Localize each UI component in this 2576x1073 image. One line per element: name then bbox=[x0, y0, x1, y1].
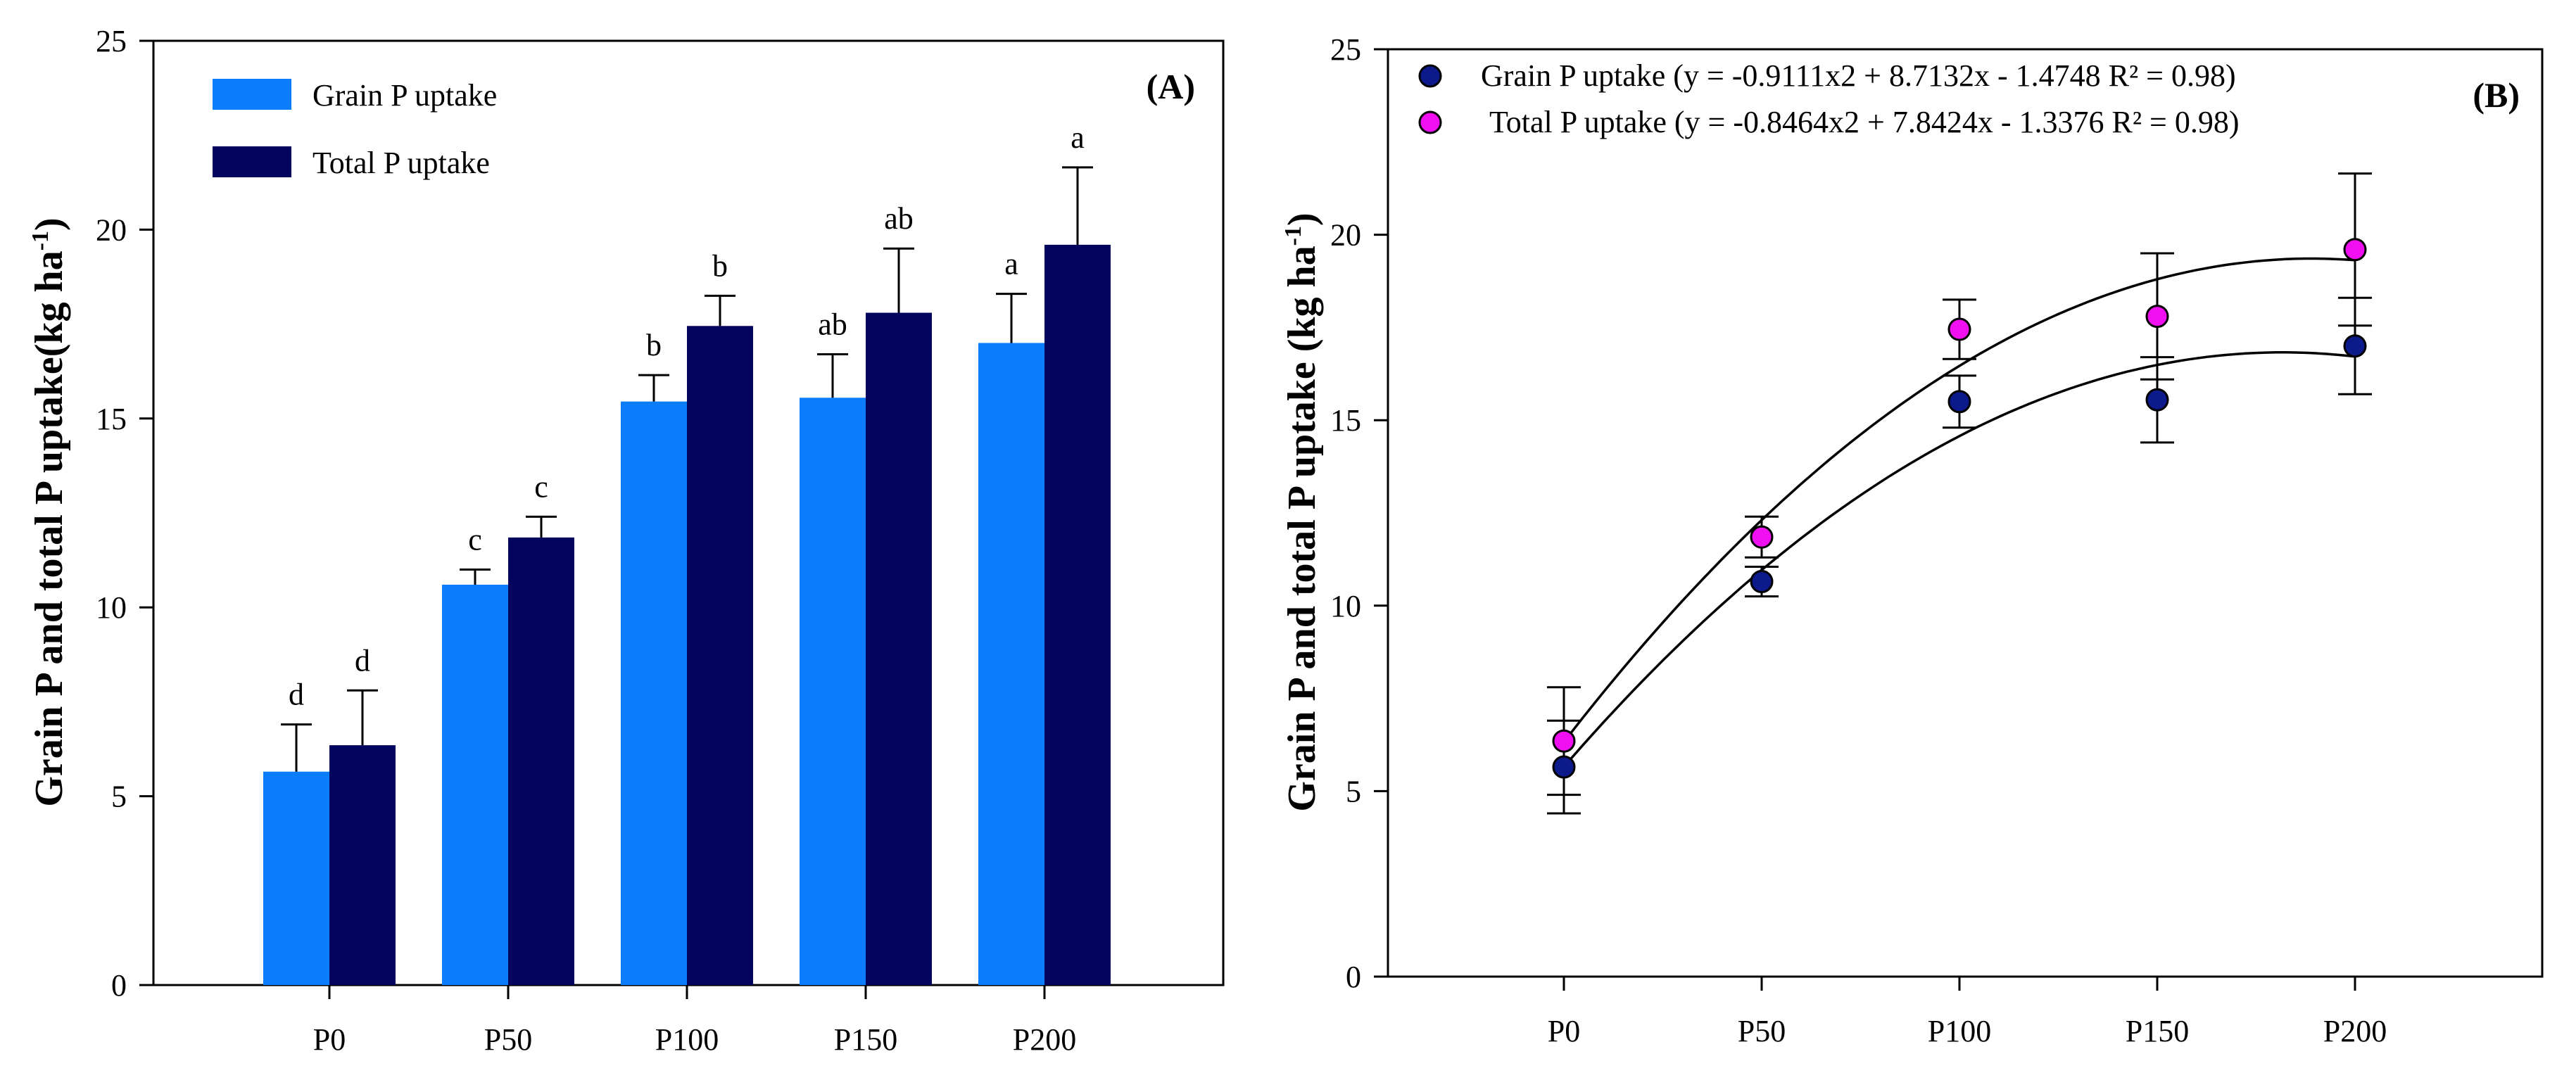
x-tick-label: P200 bbox=[2323, 1014, 2387, 1048]
panel-a-label: (A) bbox=[1147, 67, 1195, 106]
bar bbox=[800, 398, 866, 985]
data-point bbox=[2145, 305, 2169, 329]
significance-letter: d bbox=[355, 643, 370, 678]
legend-marker-total bbox=[1418, 110, 1442, 134]
x-tick-label: P0 bbox=[313, 1022, 346, 1057]
y-tick-label: 5 bbox=[1346, 774, 1361, 808]
significance-letter: c bbox=[534, 469, 548, 504]
panel-b-y-title-close: ) bbox=[1280, 212, 1324, 226]
legend-swatch-grain bbox=[213, 79, 291, 110]
bar bbox=[978, 343, 1044, 985]
y-tick-label: 15 bbox=[96, 402, 127, 436]
y-tick-label: 10 bbox=[96, 590, 127, 625]
significance-letter: a bbox=[1071, 120, 1085, 155]
panel-a-y-title-close: ) bbox=[27, 217, 71, 231]
panel-b-frame bbox=[1387, 48, 2544, 978]
panel-a-y-title-main: Grain P and total P uptake(kg ha bbox=[27, 250, 71, 806]
legend-label-total-fit: Total P uptake (y = -0.8464x2 + 7.8424x … bbox=[1489, 105, 2240, 139]
y-tick-label: 20 bbox=[96, 212, 127, 247]
panel-b-points bbox=[1552, 238, 2367, 779]
x-tick-label: P50 bbox=[484, 1022, 532, 1057]
data-point bbox=[1750, 525, 1774, 549]
panel-a-bar-chart: 0 5 10 15 20 25 P0 P50 P100 P150 P200 d d c c b b ab ab a… bbox=[27, 24, 1225, 1057]
panel-b-scatter-chart: 0 5 10 15 20 25 P0 P50 P100 P150 P200 Grain P upt… bbox=[1280, 32, 2544, 1048]
panel-b-fit-curves bbox=[1562, 257, 2356, 768]
y-tick-label: 5 bbox=[111, 780, 127, 814]
bar bbox=[263, 771, 329, 985]
legend-label-grain-fit: Grain P uptake (y = -0.9111x2 + 8.7132x … bbox=[1481, 58, 2236, 93]
y-tick-label: 0 bbox=[111, 968, 127, 1003]
x-tick-label: P100 bbox=[1928, 1014, 1991, 1048]
significance-letter: c bbox=[468, 523, 482, 557]
data-point bbox=[1947, 390, 1971, 414]
panel-b-x-axis: P0 P50 P100 P150 P200 bbox=[1548, 977, 2387, 1048]
x-tick-label: P0 bbox=[1548, 1014, 1580, 1048]
x-tick-label: P150 bbox=[834, 1022, 897, 1057]
panel-a-y-title-sup: -1 bbox=[27, 231, 53, 250]
fit-curve bbox=[1562, 257, 2356, 743]
data-point bbox=[1750, 570, 1774, 594]
fit-curve bbox=[1562, 351, 2356, 768]
y-tick-label: 20 bbox=[1330, 218, 1361, 253]
legend-marker-grain bbox=[1418, 64, 1442, 88]
data-point bbox=[2343, 334, 2367, 358]
bar bbox=[1044, 244, 1111, 985]
y-tick-label: 0 bbox=[1346, 960, 1361, 994]
significance-letter: d bbox=[289, 678, 304, 712]
x-tick-label: P50 bbox=[1738, 1014, 1786, 1048]
significance-letter: b bbox=[712, 248, 728, 283]
legend-label-total: Total P uptake bbox=[312, 146, 490, 180]
y-tick-label: 25 bbox=[96, 24, 127, 58]
panel-a-bars bbox=[263, 244, 1111, 986]
legend-swatch-total bbox=[213, 146, 291, 177]
bar bbox=[508, 537, 574, 985]
data-point bbox=[1552, 729, 1576, 753]
bar bbox=[687, 326, 753, 985]
y-tick-label: 15 bbox=[1330, 403, 1361, 438]
panel-b-y-axis-title: Grain P and total P uptake (kg ha-1) bbox=[1280, 212, 1324, 811]
panel-a-y-axis-title: Grain P and total P uptake(kg ha-1) bbox=[27, 217, 71, 806]
panel-b-error-bars bbox=[1547, 172, 2372, 815]
panel-b-legend: Grain P uptake (y = -0.9111x2 + 8.7132x … bbox=[1418, 58, 2240, 139]
panel-a-y-axis: 0 5 10 15 20 25 bbox=[96, 24, 153, 1003]
data-point bbox=[1552, 755, 1576, 779]
panel-b-label: (B) bbox=[2473, 75, 2520, 115]
panel-a-significance-letters: d d c c b b ab ab a a bbox=[289, 120, 1085, 712]
data-point bbox=[2343, 238, 2367, 262]
panel-a-legend: Grain P uptake Total P uptake bbox=[213, 78, 497, 180]
x-tick-label: P150 bbox=[2126, 1014, 2189, 1048]
panel-b-y-title-main: Grain P and total P uptake (kg ha bbox=[1280, 246, 1324, 811]
bar bbox=[329, 745, 396, 985]
significance-letter: ab bbox=[884, 201, 914, 236]
significance-letter: b bbox=[646, 328, 662, 362]
y-tick-label: 25 bbox=[1330, 32, 1361, 67]
data-point bbox=[1947, 317, 1971, 341]
legend-label-grain: Grain P uptake bbox=[312, 78, 497, 113]
panel-b-y-axis: 0 5 10 15 20 25 bbox=[1330, 32, 1388, 994]
bar bbox=[866, 312, 932, 986]
significance-letter: a bbox=[1004, 247, 1018, 281]
panel-b-y-title-sup: -1 bbox=[1280, 226, 1306, 246]
data-point bbox=[2145, 388, 2169, 412]
panel-a-x-axis: P0 P50 P100 P150 P200 bbox=[313, 985, 1076, 1057]
x-tick-label: P100 bbox=[655, 1022, 719, 1057]
y-tick-label: 10 bbox=[1330, 589, 1361, 623]
bar bbox=[621, 401, 687, 985]
bar bbox=[442, 584, 508, 985]
significance-letter: ab bbox=[818, 307, 847, 342]
panel-a-error-bars bbox=[281, 166, 1093, 772]
x-tick-label: P200 bbox=[1013, 1022, 1076, 1057]
